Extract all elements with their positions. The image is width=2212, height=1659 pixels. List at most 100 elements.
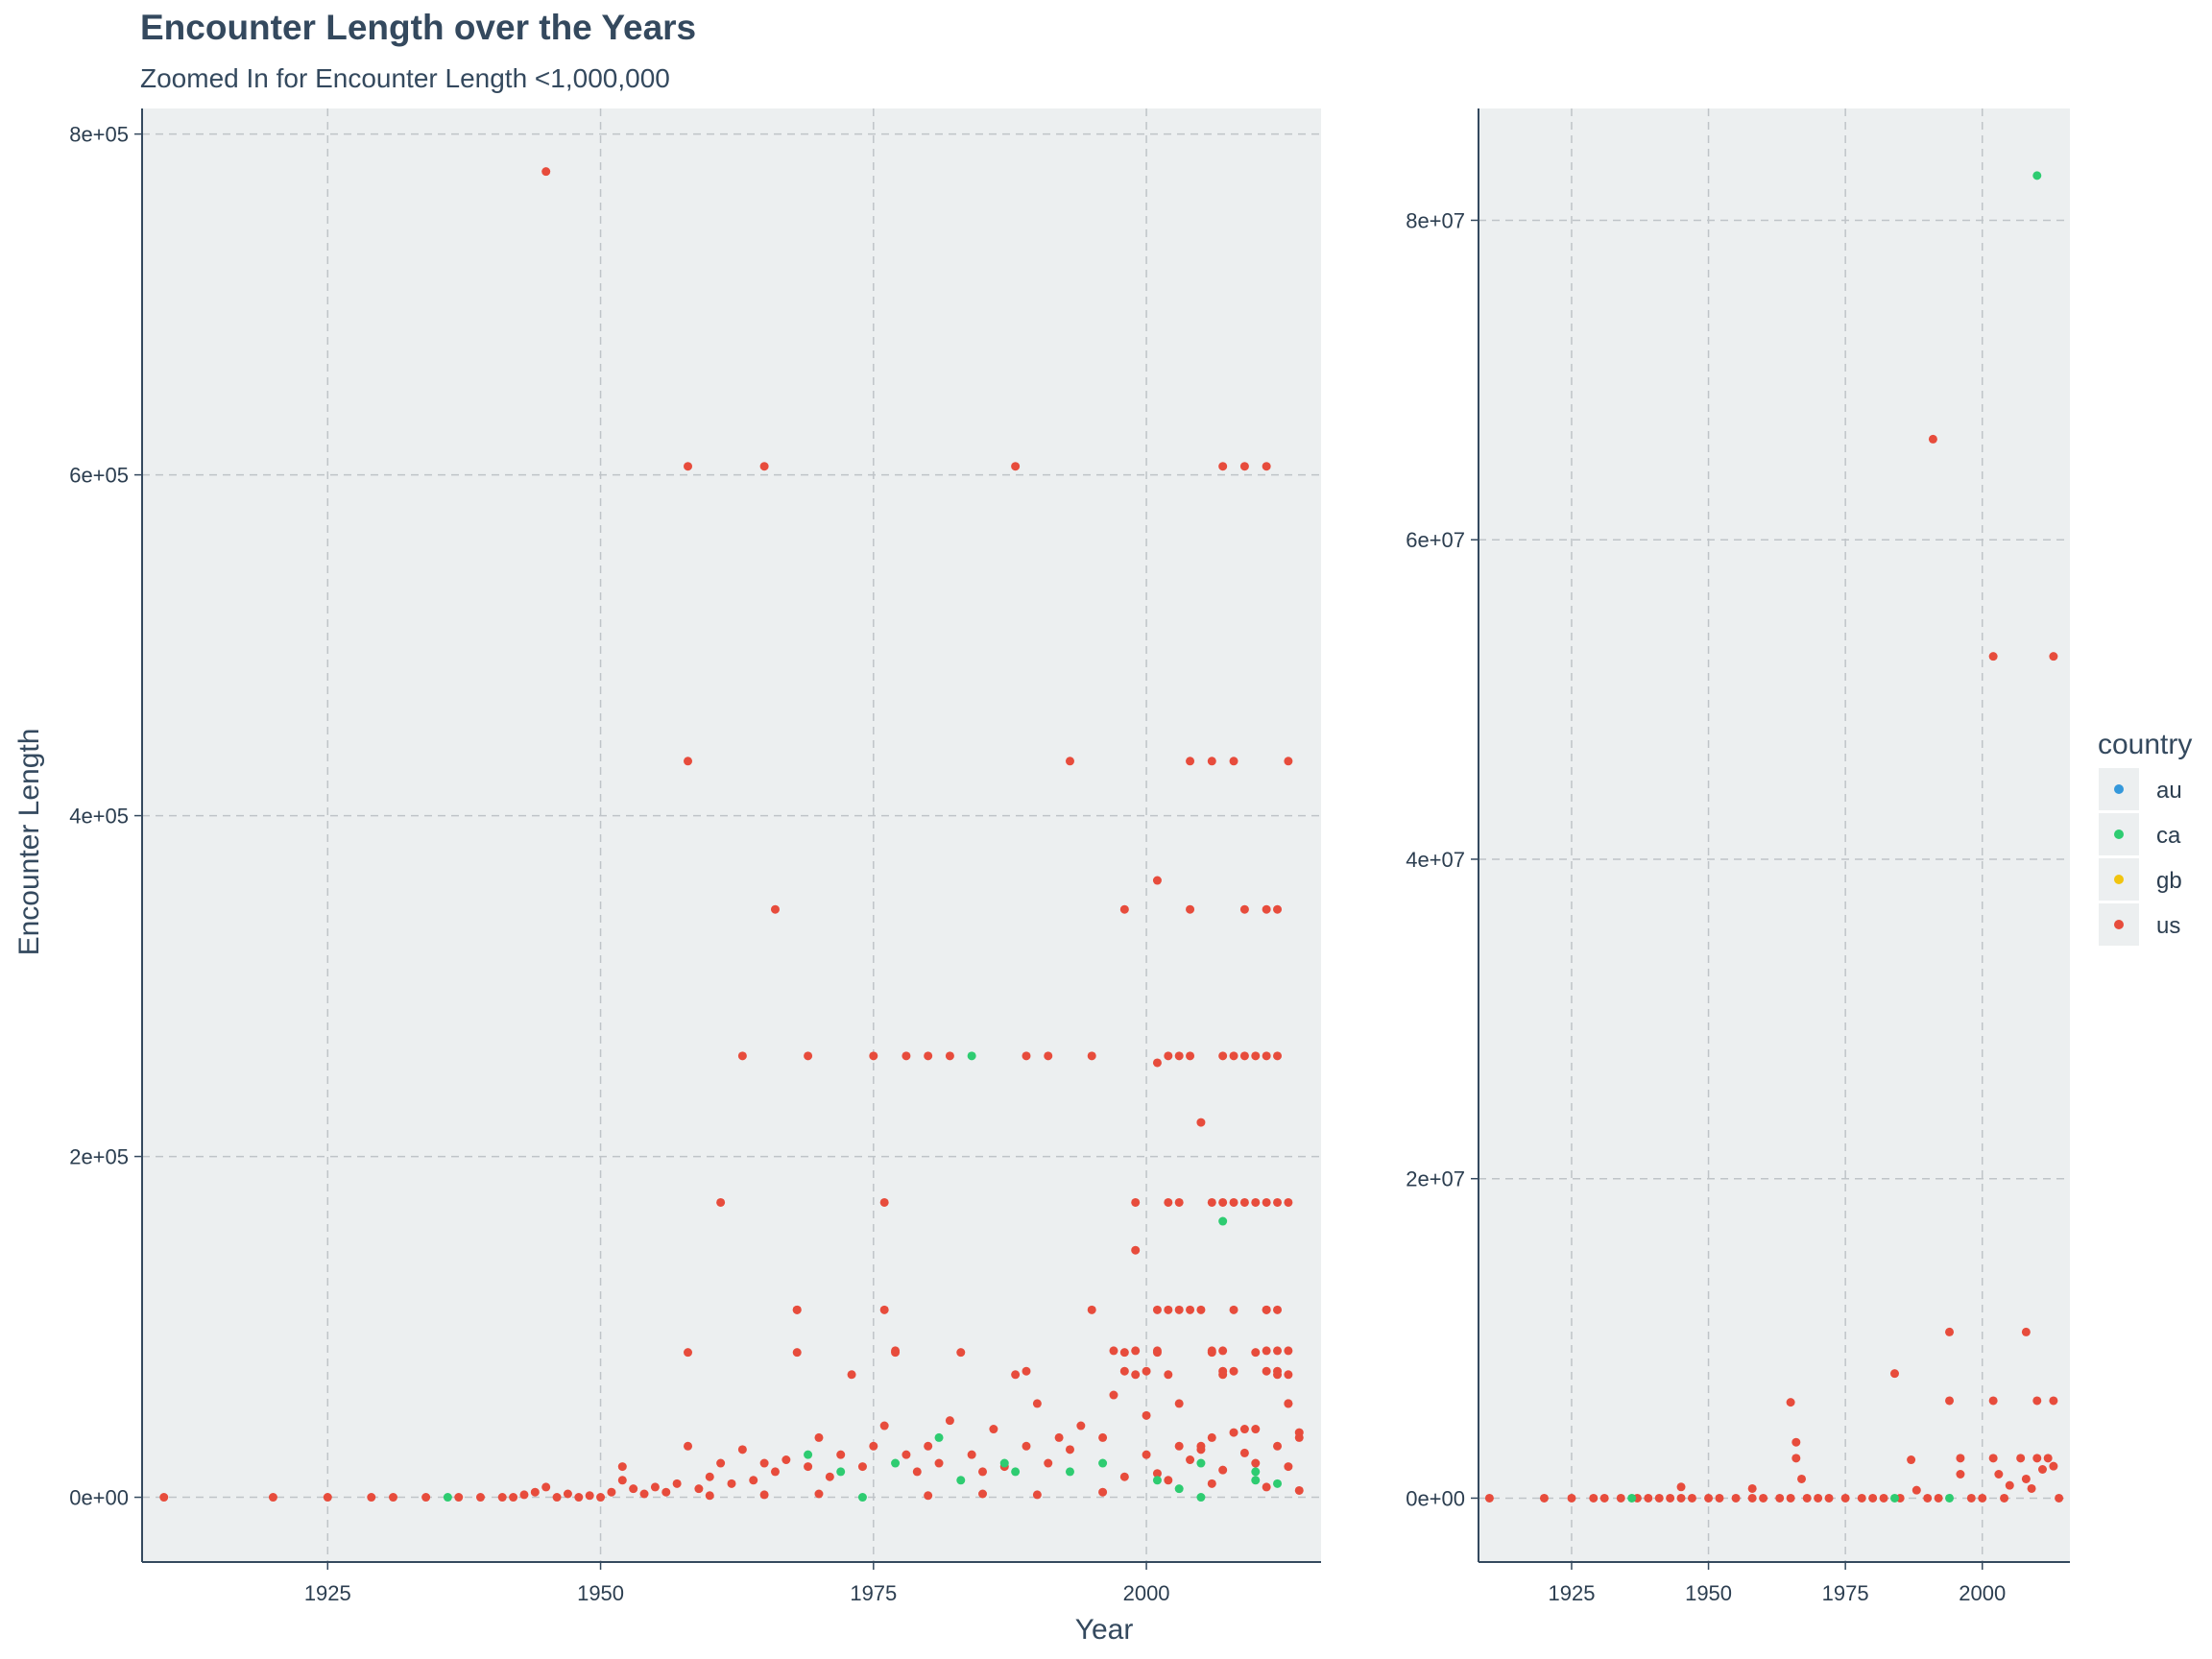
panel-background [142,108,1321,1562]
point-us [1284,1370,1293,1380]
point-us [1239,1448,1249,1457]
y-axis-title: Encounter Length [13,729,45,956]
point-us [2032,1396,2042,1406]
point-us [1262,462,1271,471]
point-us [1889,1369,1899,1379]
point-us [1131,1197,1141,1207]
point-us [541,167,551,177]
point-us [879,1305,889,1314]
point-us [1011,1370,1021,1380]
point-us [1731,1493,1741,1503]
point-us [924,1491,933,1501]
point-us [1923,1493,1933,1503]
point-ca [2032,171,2042,180]
point-us [1644,1493,1653,1503]
point-us [1164,1051,1173,1061]
point-us [2037,1465,2047,1475]
point-us [1186,1455,1195,1465]
point-ca [999,1458,1009,1468]
point-us [1218,462,1228,471]
point-us [1087,1051,1096,1061]
point-us [2049,1461,2058,1471]
point-us [1196,1305,1206,1314]
point-us [1142,1450,1151,1459]
y-tick-label: 0e+00 [1406,1486,1465,1510]
point-us [1775,1493,1785,1503]
point-us [519,1490,529,1500]
legend-label-gb: gb [2156,868,2182,894]
point-us [1239,904,1249,914]
point-us [1251,1348,1261,1358]
point-us [902,1450,911,1459]
point-us [879,1421,889,1431]
point-us [737,1051,747,1061]
point-us [1218,1197,1228,1207]
point-us [1988,1454,1998,1463]
point-us [1294,1428,1304,1437]
point-us [836,1450,846,1459]
point-us [1207,1346,1216,1356]
point-us [1994,1469,2004,1479]
point-us [825,1472,834,1481]
point-us [1484,1493,1494,1503]
point-us [454,1493,464,1503]
point-us [596,1493,606,1503]
legend-label-us: us [2156,913,2180,939]
point-us [1616,1493,1625,1503]
point-us [716,1458,726,1468]
point-us [727,1479,736,1488]
y-tick-label: 6e+05 [69,464,129,488]
legend-label-ca: ca [2156,823,2181,849]
point-us [1759,1493,1768,1503]
point-us [792,1305,802,1314]
point-us [814,1432,824,1442]
point-us [1098,1487,1108,1497]
point-us [902,1051,911,1061]
point-us [1229,1428,1238,1437]
point-us [1065,1445,1074,1455]
point-us [2032,1454,2042,1463]
point-us [1174,1051,1184,1061]
point-us [945,1051,954,1061]
point-us [1262,1305,1271,1314]
y-tick-label: 8e+07 [1406,208,1465,232]
point-us [869,1051,878,1061]
point-us [2049,1396,2058,1406]
point-us [1589,1493,1599,1503]
point-us [770,904,780,914]
point-us [716,1197,726,1207]
point-ca [1251,1467,1261,1477]
y-tick-label: 4e+07 [1406,848,1465,872]
x-axis-title: Year [1075,1614,1134,1646]
x-tick-label: 1925 [304,1581,351,1605]
point-us [934,1458,944,1468]
point-us [1251,1458,1261,1468]
point-us [1218,1346,1228,1356]
point-ca [1251,1476,1261,1485]
y-tick-label: 8e+05 [69,123,129,147]
point-ca [1174,1484,1184,1494]
point-us [661,1487,671,1497]
point-us [1879,1493,1888,1503]
point-ca [967,1051,976,1061]
point-us [1022,1366,1031,1376]
point-us [509,1493,518,1503]
point-us [1273,1305,1283,1314]
point-us [1262,1366,1271,1376]
point-ca [1889,1493,1899,1503]
point-us [737,1445,747,1455]
point-us [1262,1346,1271,1356]
point-us [1704,1493,1714,1503]
point-us [1186,757,1195,766]
point-us [497,1493,507,1503]
point-us [1011,462,1021,471]
point-us [1907,1455,1916,1465]
point-us [1119,1348,1129,1358]
point-us [1857,1493,1866,1503]
point-us [1791,1454,1801,1463]
point-ca [1218,1216,1228,1226]
point-us [617,1462,627,1472]
point-us [781,1455,791,1465]
point-ca [1945,1493,1955,1503]
x-tick-label: 1975 [1822,1581,1869,1605]
